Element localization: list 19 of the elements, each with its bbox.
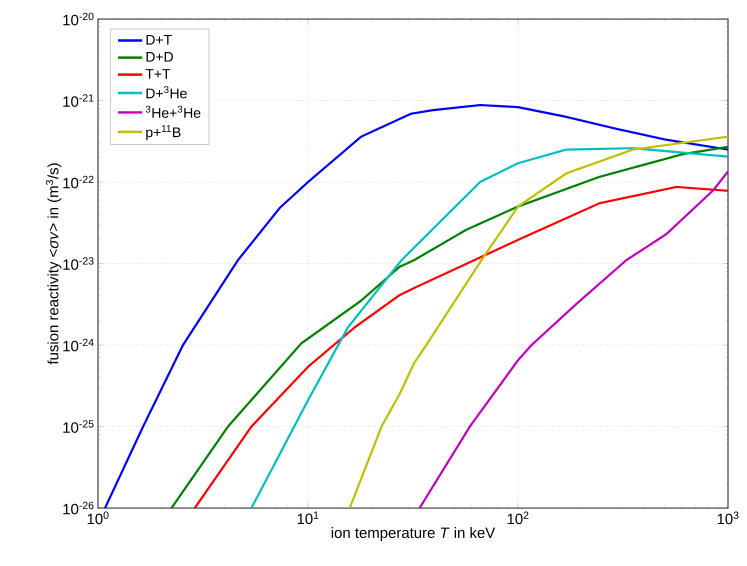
x-tick-label: 10$^{1}$	[298, 512, 318, 524]
y-tick-label: 10$^{-26}$	[63, 502, 94, 514]
x-tick-label: 10$^{2}$	[508, 512, 528, 524]
x-axis-title: ion temperature T in keV	[332, 527, 496, 541]
legend-label: $^{3}$He+$^{3}$He	[146, 106, 200, 118]
y-tick-label: 10$^{-24}$	[63, 338, 94, 352]
y-tick-label: 10$^{-22}$	[63, 176, 94, 188]
y-tick-label: 10$^{-23}$	[63, 257, 94, 270]
legend-label: D+T	[146, 34, 172, 45]
x-tick-label: 10$^{3}$	[718, 512, 739, 524]
legend-label: T+T	[146, 69, 170, 79]
y-tick-label: 10$^{-21}$	[63, 94, 94, 107]
y-tick-label: 10$^{-20}$	[63, 12, 94, 26]
legend-label: D+$^{3}$He	[146, 86, 187, 98]
legend-label: D+D	[146, 52, 173, 62]
legend-label: p+$^{11}$B	[146, 125, 180, 140]
x-tick-label: 10$^{0}$	[88, 512, 109, 524]
y-tick-label: 10$^{-25}$	[63, 420, 94, 433]
y-axis-title: fusion reactivity <σv> in (m$^{3}$/s)	[46, 163, 62, 364]
